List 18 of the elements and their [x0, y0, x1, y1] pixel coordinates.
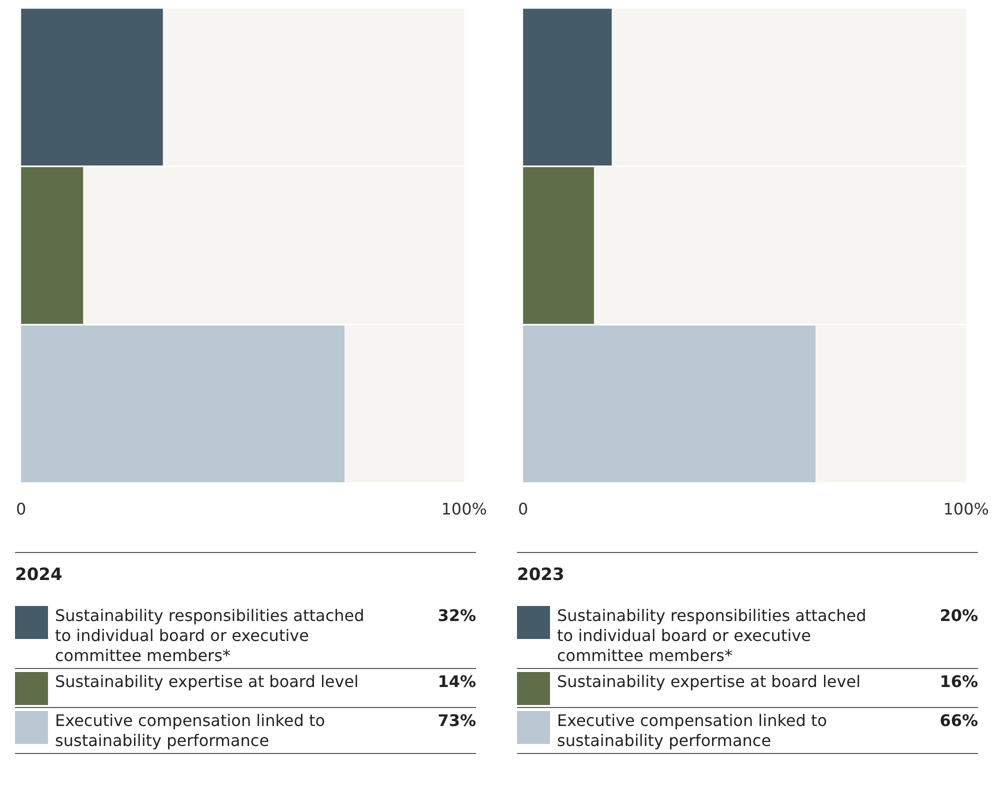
legend-label: Executive compensation linked to sustainability performance	[557, 711, 828, 751]
text: 20%	[938, 606, 978, 625]
text: 2024	[15, 552, 476, 585]
legend-label: Sustainability expertise at board level	[557, 672, 862, 692]
x-tick-label: 100%	[441, 500, 488, 518]
text: 32%	[436, 606, 476, 625]
text: 66%	[938, 711, 978, 730]
x-tick-label: 0	[16, 500, 26, 518]
x-tick-label: 0	[518, 500, 528, 518]
legend-label: Sustainability responsibilities attached to individual board or executive committee members*	[557, 606, 868, 666]
text: 16%	[938, 672, 978, 691]
legend-label: Executive compensation linked to sustainability performance	[55, 711, 326, 751]
legend-label: Sustainability responsibilities attached to individual board or executive committee members*	[55, 606, 366, 666]
text: 73%	[436, 711, 476, 730]
text: 14%	[436, 672, 476, 691]
x-tick-label: 100%	[943, 500, 990, 518]
text: 2023	[517, 552, 978, 585]
legend-label: Sustainability expertise at board level	[55, 672, 360, 692]
